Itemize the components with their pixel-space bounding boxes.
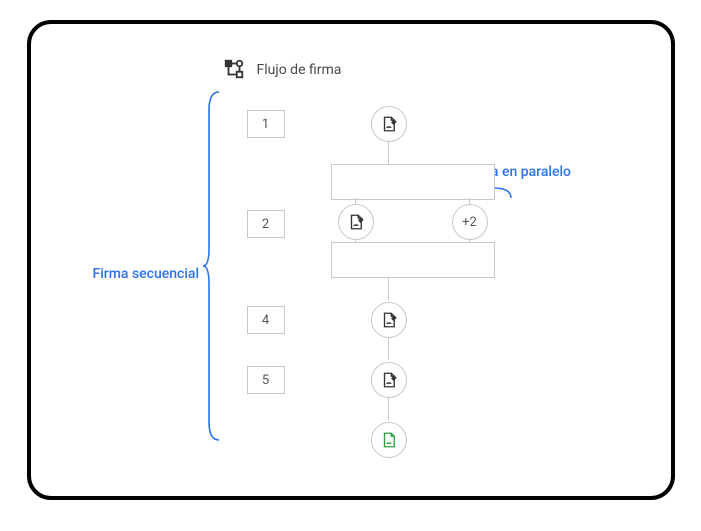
sign-node-4[interactable]: [371, 302, 407, 338]
document-sign-icon: [380, 311, 398, 329]
step-number-5: 5: [247, 366, 285, 394]
sign-node-2a[interactable]: [338, 204, 374, 240]
document-sign-icon: [380, 115, 398, 133]
flow-icon: [223, 58, 245, 84]
sequential-brace: [203, 90, 223, 442]
sign-node-2b-more[interactable]: +2: [452, 204, 488, 240]
sequential-label: Firma secuencial: [93, 266, 200, 282]
parallel-extra-label: +2: [462, 215, 477, 230]
step-number-4: 4: [247, 306, 285, 334]
step-number-1: 1: [247, 110, 285, 138]
sign-node-5[interactable]: [371, 362, 407, 398]
flow-title: Flujo de firma: [257, 62, 342, 78]
parallel-top-bar: [331, 164, 495, 200]
step-number-2: 2: [247, 210, 285, 238]
sign-node-1[interactable]: [371, 106, 407, 142]
connector-5-end: [388, 396, 389, 420]
step-number-label: 1: [262, 117, 269, 132]
parallel-bottom-bar: [331, 242, 495, 278]
document-sign-icon: [380, 371, 398, 389]
connector-1-2: [388, 140, 389, 164]
step-number-label: 5: [262, 373, 269, 388]
document-complete-icon: [380, 431, 398, 449]
document-sign-icon: [347, 213, 365, 231]
diagram-frame: Flujo de firma Firma secuencial Firma en…: [27, 20, 675, 500]
connector-2-4: [388, 276, 389, 300]
step-number-label: 4: [262, 313, 269, 328]
connector-4-5: [388, 336, 389, 360]
step-number-label: 2: [262, 217, 269, 232]
sign-node-complete[interactable]: [371, 422, 407, 458]
